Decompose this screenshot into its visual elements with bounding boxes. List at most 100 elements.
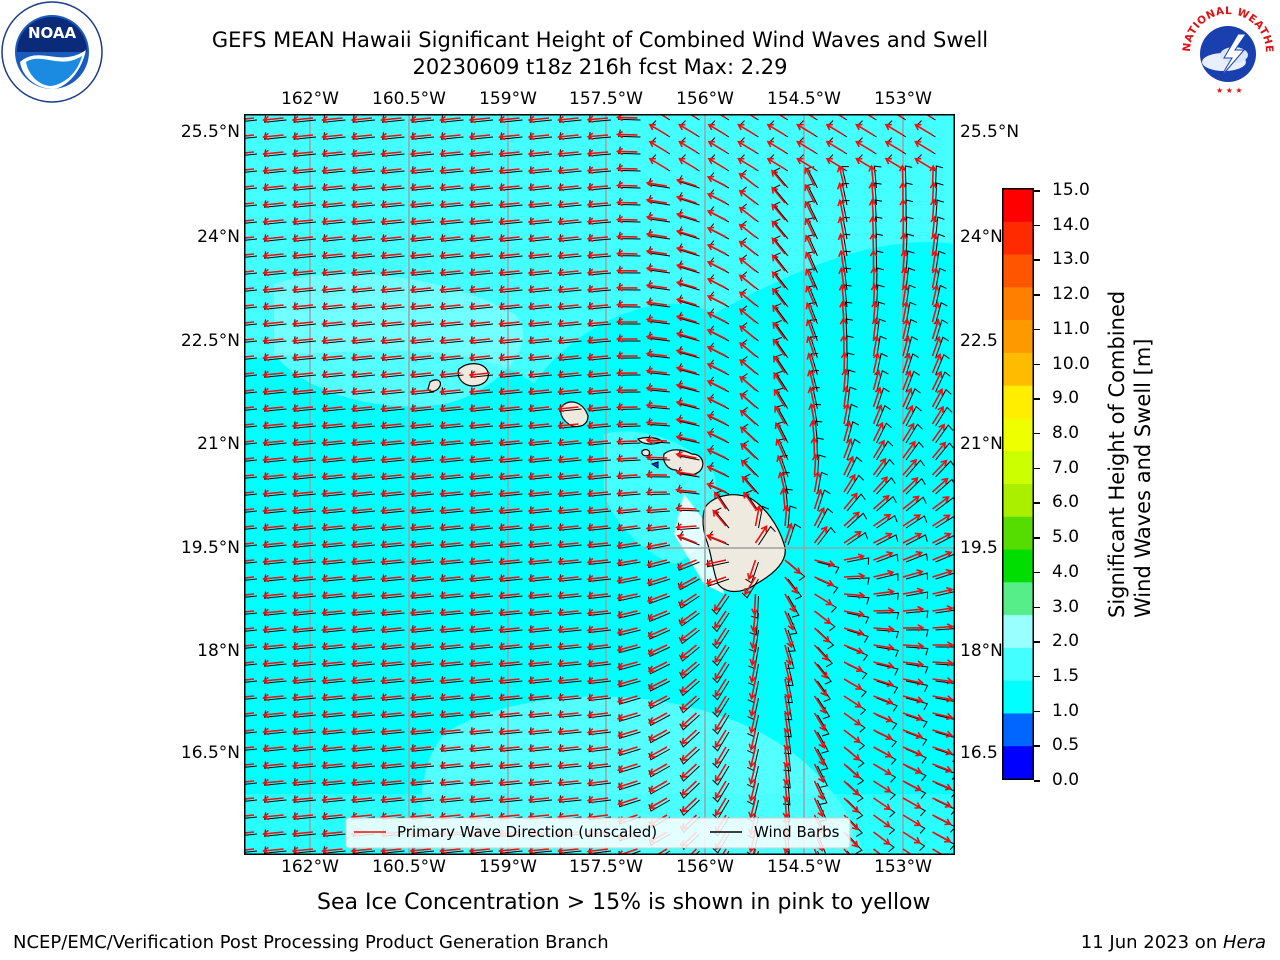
wind-barb <box>500 285 523 293</box>
wave-direction-arrow <box>291 829 314 838</box>
wind-barb <box>559 523 582 531</box>
wave-direction-arrow <box>527 761 550 770</box>
wave-direction-arrow <box>813 506 825 527</box>
wave-direction-arrow <box>262 795 284 804</box>
wind-barb <box>264 132 287 140</box>
colorbar-tick-label: 0.5 <box>1052 735 1080 756</box>
wave-direction-arrow <box>872 439 885 459</box>
wind-barb <box>245 510 258 513</box>
wave-direction-arrow <box>409 608 432 617</box>
wind-barb <box>382 251 405 259</box>
wind-barb <box>411 268 435 276</box>
wind-barb <box>323 353 346 361</box>
wind-barb <box>382 132 405 140</box>
wind-barb <box>470 319 494 327</box>
wave-direction-arrow <box>586 574 609 583</box>
wave-direction-arrow <box>557 166 579 175</box>
wave-direction-arrow <box>738 223 756 238</box>
wave-direction-arrow <box>262 217 284 226</box>
wave-direction-arrow <box>498 659 520 668</box>
colorbar-tick-label: 14.0 <box>1052 214 1090 235</box>
wave-direction-arrow <box>814 610 832 625</box>
wind-barb <box>293 761 317 769</box>
wind-barb <box>874 199 883 223</box>
wave-direction-arrow <box>870 283 879 306</box>
wave-direction-arrow <box>914 123 933 136</box>
wave-direction-arrow <box>738 189 756 204</box>
wind-barb <box>905 423 923 444</box>
wave-direction-arrow <box>245 780 255 783</box>
wave-direction-arrow <box>902 746 923 757</box>
wind-barb <box>382 217 405 225</box>
colorbar-swatch <box>1003 484 1033 518</box>
wave-direction-arrow <box>586 745 609 753</box>
top-lon-tick: 154.5°W <box>767 89 841 109</box>
colorbar-tick-label: 8.0 <box>1052 422 1080 443</box>
svg-text:★ ★ ★: ★ ★ ★ <box>1216 86 1243 95</box>
wind-barb <box>777 421 789 444</box>
wind-barb <box>441 523 464 531</box>
wind-barb <box>588 489 612 497</box>
wave-direction-arrow <box>527 693 550 702</box>
wave-direction-arrow <box>648 140 668 153</box>
wind-barb <box>323 115 346 123</box>
wave-direction-arrow <box>498 778 520 787</box>
wind-barb <box>935 336 950 359</box>
wind-barb <box>352 574 376 582</box>
wind-barb <box>529 438 553 446</box>
wind-barb <box>817 454 826 478</box>
wind-barb <box>588 778 612 787</box>
wave-direction-arrow <box>245 746 255 749</box>
wind-barb <box>411 353 435 361</box>
wave-direction-arrow <box>872 352 881 374</box>
wind-barb <box>382 489 405 497</box>
wave-direction-arrow <box>714 644 727 664</box>
wind-barb <box>323 183 346 191</box>
wave-direction-arrow <box>557 591 579 600</box>
wind-barb <box>323 489 346 497</box>
wave-direction-arrow <box>262 778 284 787</box>
wave-direction-arrow <box>738 291 757 306</box>
wave-direction-arrow <box>409 727 432 736</box>
wave-direction-arrow <box>675 262 697 272</box>
wind-barb <box>352 506 376 514</box>
wave-direction-arrow <box>932 763 953 773</box>
wave-direction-arrow <box>771 254 786 272</box>
wave-direction-arrow <box>527 268 550 277</box>
wind-barb <box>245 306 258 309</box>
wave-direction-arrow <box>706 362 727 374</box>
wind-barb <box>935 591 954 597</box>
wind-barb <box>905 370 920 393</box>
wind-barb <box>470 693 494 701</box>
wave-direction-arrow <box>647 644 668 655</box>
wave-direction-arrow <box>498 727 520 736</box>
wind-barb <box>846 595 870 605</box>
wind-barb <box>712 748 730 769</box>
wave-direction-arrow <box>245 661 255 664</box>
wave-direction-arrow <box>380 115 402 124</box>
wave-direction-arrow <box>291 642 314 651</box>
wind-barb <box>588 523 612 531</box>
wind-barb <box>470 642 494 650</box>
wave-direction-arrow <box>645 230 668 239</box>
wave-direction-arrow <box>262 812 284 821</box>
wave-direction-arrow <box>675 468 697 477</box>
wind-barb <box>264 319 287 327</box>
wave-direction-arrow <box>615 420 638 429</box>
wave-direction-arrow <box>557 183 579 192</box>
wind-barb <box>441 285 464 293</box>
wind-barb <box>588 727 612 736</box>
wind-barb <box>293 778 317 786</box>
footer-date: 11 Jun 2023 on Hera <box>1081 932 1266 953</box>
wind-barb <box>470 166 494 174</box>
wave-direction-arrow <box>706 311 727 323</box>
wave-direction-arrow <box>843 848 850 854</box>
wave-direction-arrow <box>262 438 284 447</box>
wind-barb <box>470 149 494 157</box>
colorbar-tick-label: 5.0 <box>1052 527 1080 548</box>
wave-direction-arrow <box>814 576 835 587</box>
wind-barb <box>441 472 464 480</box>
colorbar-tick-label: 11.0 <box>1052 318 1090 339</box>
wind-barb <box>352 319 376 327</box>
wind-barb <box>617 368 641 376</box>
